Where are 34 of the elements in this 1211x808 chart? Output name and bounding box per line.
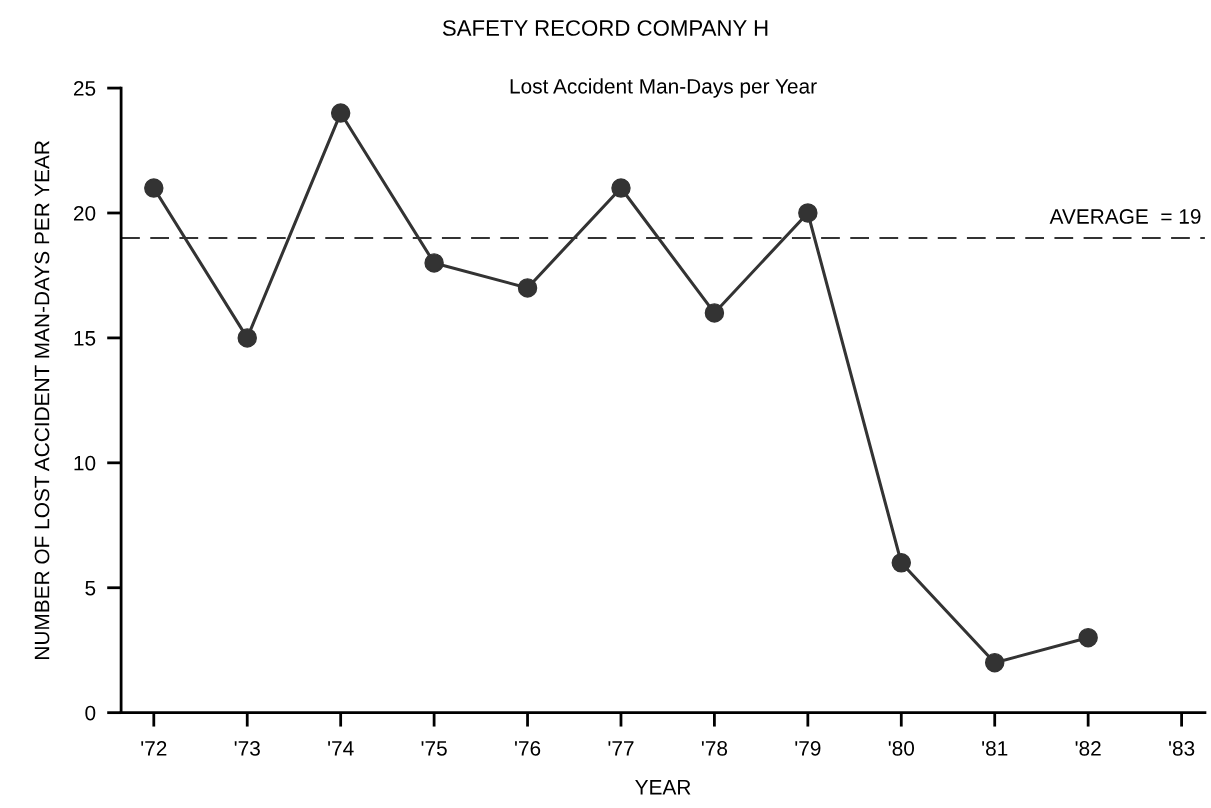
x-tick-label: '81 [982,740,1008,756]
chart-subtitle: Lost Accident Man-Days per Year [510,78,817,98]
y-tick-label: 15 [74,331,96,346]
x-tick-label: '76 [515,740,541,756]
x-tick-label: '80 [888,740,915,756]
x-tick-label: '78 [701,740,728,756]
point [330,103,351,123]
y-tick-label: 25 [73,81,96,96]
point [704,303,725,323]
y-tick-label: 0 [85,705,96,721]
chart-title: SAFETY RECORD COMPANY H [442,20,768,36]
point [984,652,1005,673]
point [1078,627,1098,648]
ref-line-label: AVERAGE = 19 [1049,209,1201,224]
point [891,553,912,573]
x-tick-label: '82 [1075,740,1101,756]
point [424,253,444,273]
x-tick-label: '72 [141,740,167,756]
y-axis-title: NUMBER OF LOST ACCIDENT MAN-DAYS PER YEAR [34,141,50,659]
x-tick-label: '79 [795,740,821,756]
point [237,328,257,348]
x-tick-label: '73 [234,740,260,756]
y-tick-label: 20 [73,205,96,221]
x-axis-title: YEAR [635,780,691,795]
point [798,203,818,223]
x-tick-label: '74 [328,741,354,756]
x-tick-label: '77 [608,741,634,756]
y-tick-label: 10 [74,455,96,471]
y-tick-label: 5 [85,580,96,596]
point [517,278,538,298]
point [611,178,631,198]
point [144,178,164,198]
x-tick-label: '75 [421,741,447,756]
x-tick-label: '83 [1169,740,1195,756]
